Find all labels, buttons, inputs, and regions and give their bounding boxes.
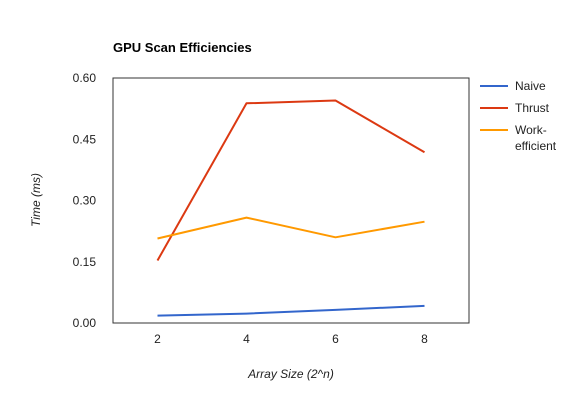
y-axis-label: Time (ms) <box>29 173 43 227</box>
legend: Naive Thrust Work-efficient <box>480 79 557 153</box>
x-tick-label: 6 <box>332 332 339 346</box>
x-tick-label: 8 <box>421 332 428 346</box>
series-line-thrust <box>156 99 426 261</box>
y-tick-label: 0.30 <box>73 194 97 208</box>
x-axis-ticks: 2 4 6 8 <box>154 332 428 346</box>
legend-label: Thrust <box>515 101 550 115</box>
y-axis-ticks: 0.00 0.15 0.30 0.45 0.60 <box>73 71 97 330</box>
y-tick-label: 0.00 <box>73 316 97 330</box>
plot-area-frame <box>112 77 470 324</box>
legend-item-work-efficient: Work-efficient <box>480 123 557 153</box>
legend-item-naive: Naive <box>480 79 546 93</box>
legend-label: efficient <box>515 139 557 153</box>
legend-label: Naive <box>515 79 546 93</box>
legend-item-thrust: Thrust <box>480 101 550 115</box>
series-lines <box>156 99 426 317</box>
y-tick-label: 0.15 <box>73 255 97 269</box>
x-tick-label: 2 <box>154 332 161 346</box>
series-line-naive <box>157 304 425 317</box>
legend-label: Work- <box>515 123 547 137</box>
series-line-work-efficient <box>157 216 425 240</box>
chart-title: GPU Scan Efficiencies <box>113 40 252 55</box>
x-axis-label: Array Size (2^n) <box>247 367 334 381</box>
x-tick-label: 4 <box>243 332 250 346</box>
y-tick-label: 0.45 <box>73 132 97 146</box>
y-tick-label: 0.60 <box>73 71 97 85</box>
